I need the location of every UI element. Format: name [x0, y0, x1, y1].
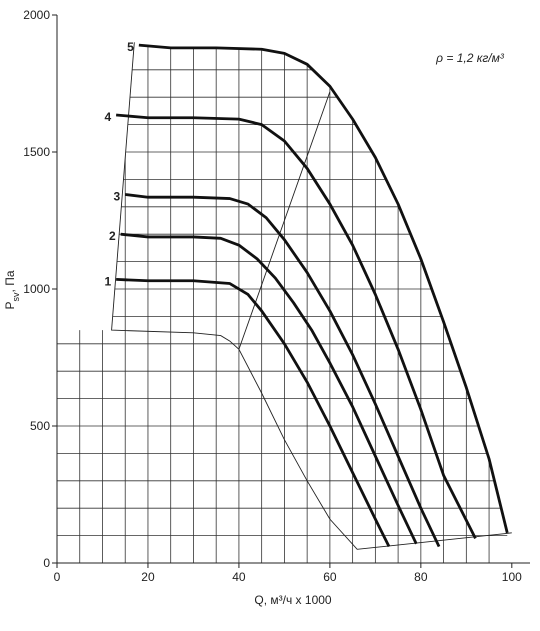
y-tick-label: 1000: [23, 282, 50, 296]
y-tick-label: 2000: [23, 8, 50, 22]
y-tick-label: 500: [30, 419, 50, 433]
y-tick-label: 1500: [23, 145, 50, 159]
curve-label: 5: [127, 40, 134, 54]
y-tick-label: 0: [43, 556, 50, 570]
curve: [138, 43, 509, 534]
x-tick-label: 20: [141, 570, 155, 584]
y-axis-label: Psv, Па: [3, 270, 21, 309]
curve: [125, 193, 441, 548]
outline: [111, 42, 512, 550]
x-tick-label: 100: [502, 570, 522, 584]
x-tick-label: 60: [323, 570, 337, 584]
x-tick-label: 40: [232, 570, 246, 584]
x-tick-label: 0: [54, 570, 61, 584]
grid: [57, 42, 508, 563]
curve-label: 3: [114, 189, 121, 203]
curve-label: 1: [104, 274, 111, 288]
curve: [116, 278, 391, 548]
annotation: ρ = 1,2 кг/м³: [435, 51, 505, 65]
x-axis-label: Q, м³/ч x 1000: [254, 593, 332, 607]
outline: [238, 91, 331, 350]
curve: [116, 113, 477, 539]
curve-label: 4: [104, 110, 111, 124]
curve: [120, 232, 418, 545]
x-tick-label: 80: [414, 570, 428, 584]
curve-label: 2: [109, 229, 116, 243]
